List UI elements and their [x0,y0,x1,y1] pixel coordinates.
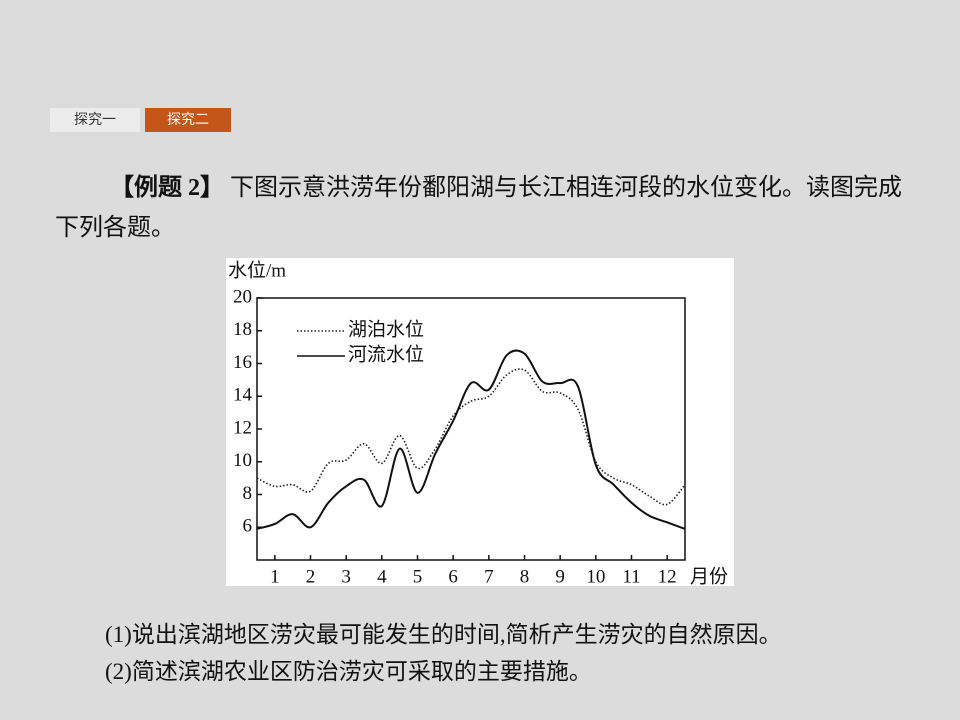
x-tick-label: 12 [658,566,677,587]
x-tick-label: 10 [586,566,605,587]
x-tick-label: 3 [341,566,351,587]
example-label: 【例题 2】 [110,175,224,201]
tab-active[interactable]: 探究二 [145,108,231,132]
y-tick-label: 6 [243,516,253,537]
x-tick-label: 6 [448,566,458,587]
tab[interactable]: 探究一 [50,108,140,132]
y-axis-label: 水位/m [228,259,286,281]
line-series [256,349,686,530]
y-tick-label: 12 [233,417,252,438]
x-axis-label: 月份 [690,565,728,587]
example-paragraph: 【例题 2】 下图示意洪涝年份鄱阳湖与长江相连河段的水位变化。读图完成下列各题。 [55,168,915,248]
legend-label: 湖泊水位 [348,318,424,340]
y-tick-label: 10 [233,450,252,471]
y-tick-label: 20 [233,286,252,307]
x-tick-label: 11 [622,566,640,587]
y-tick-label: 18 [233,319,252,340]
x-tick-label: 9 [555,566,565,587]
y-tick-label: 16 [233,352,252,373]
question: (2)简述滨湖农业区防治涝灾可采取的主要措施。 [105,659,592,684]
x-tick-label: 1 [270,566,280,587]
example-text: 下图示意洪涝年份鄱阳湖与长江相连河段的水位变化。读图完成下列各题。 [55,175,902,241]
question: (1)说出滨湖地区涝灾最可能发生的时间,简析产生涝灾的自然原因。 [105,622,782,647]
x-tick-label: 8 [520,566,530,587]
legend-label: 河流水位 [348,343,424,365]
x-tick-label: 5 [413,566,423,587]
x-tick-label: 2 [306,566,316,587]
y-tick-label: 8 [243,483,253,504]
x-tick-label: 7 [484,566,494,587]
y-tick-label: 14 [233,385,253,406]
x-tick-label: 4 [377,566,387,587]
chart-background [226,258,734,586]
